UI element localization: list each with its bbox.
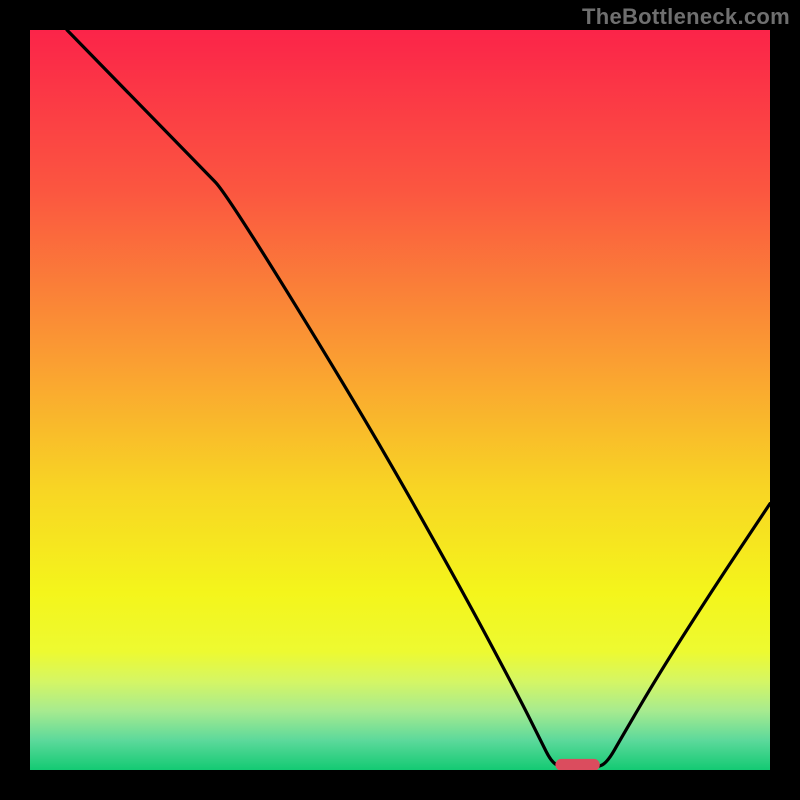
minimum-marker <box>555 759 599 770</box>
chart-frame: TheBottleneck.com <box>0 0 800 800</box>
plot-area <box>30 30 770 770</box>
gradient-background <box>30 30 770 770</box>
watermark-text: TheBottleneck.com <box>582 4 790 30</box>
chart-svg <box>30 30 770 770</box>
